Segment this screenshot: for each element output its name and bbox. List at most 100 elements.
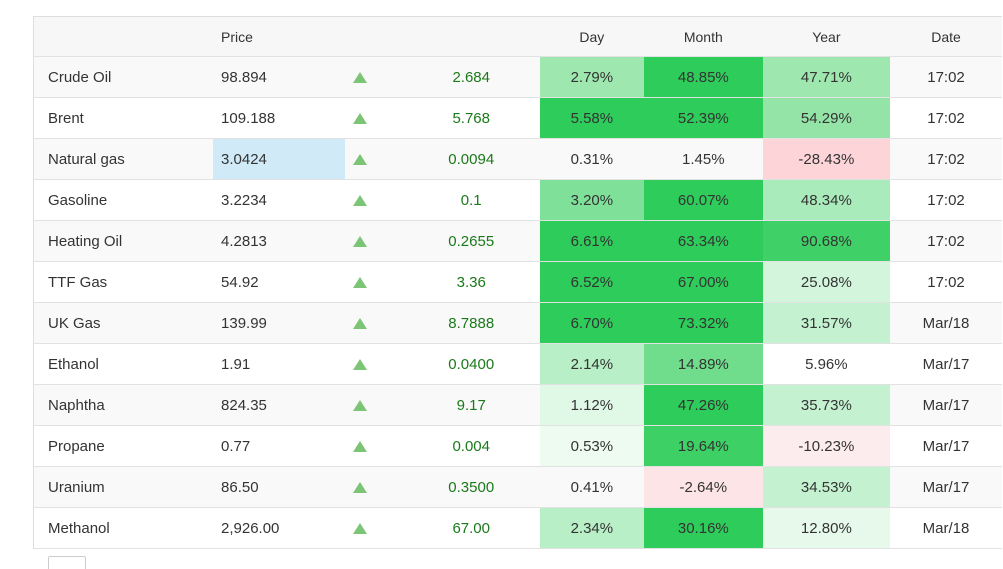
- change-cell: 67.00: [452, 519, 490, 537]
- year-change-cell: 47.71%: [762, 57, 891, 97]
- arrow-up-icon: [352, 194, 367, 206]
- up-arrow-cell: [345, 385, 403, 425]
- year-change-cell: 31.57%: [762, 303, 891, 343]
- table-header-row: Price Day Month Year Date: [34, 17, 1002, 57]
- price-cell: 54.92: [221, 273, 259, 291]
- price-cell: 3.2234: [221, 191, 267, 209]
- month-change-cell: 60.07%: [643, 180, 763, 220]
- price-cell: 139.99: [221, 314, 267, 332]
- commodity-name[interactable]: Brent: [48, 109, 84, 127]
- day-change-cell: 5.58%: [539, 98, 644, 138]
- day-change-cell: 1.12%: [539, 385, 644, 425]
- arrow-up-icon: [352, 71, 367, 83]
- commodity-name[interactable]: Crude Oil: [48, 68, 112, 86]
- date-cell: 17:02: [927, 150, 965, 168]
- date-cell: Mar/17: [922, 355, 970, 373]
- day-change-cell: 0.41%: [570, 478, 614, 496]
- year-change-cell: 25.08%: [762, 262, 891, 302]
- day-change-cell: 2.14%: [539, 344, 644, 384]
- table-row[interactable]: Uranium 86.50 0.3500 0.41% -2.64% 34.53% Mar/1…: [34, 467, 1002, 508]
- month-change-cell: 14.89%: [643, 344, 763, 384]
- arrow-up-icon: [352, 522, 367, 534]
- year-change-cell: 5.96%: [805, 355, 848, 373]
- table-row[interactable]: Gasoline 3.2234 0.1 3.20% 60.07% 48.34% 17:02: [34, 180, 1002, 221]
- commodity-name[interactable]: TTF Gas: [48, 273, 108, 291]
- price-cell: 3.0424: [213, 139, 345, 179]
- pagination-button[interactable]: [48, 556, 86, 569]
- table-row[interactable]: UK Gas 139.99 8.7888 6.70% 73.32% 31.57% Mar/1…: [34, 303, 1002, 344]
- table-row[interactable]: Propane 0.77 0.004 0.53% 19.64% -10.23% Mar/17: [34, 426, 1002, 467]
- up-arrow-cell: [345, 57, 403, 97]
- date-cell: 17:02: [927, 68, 965, 86]
- price-cell: 4.2813: [221, 232, 267, 250]
- table-row[interactable]: Naphtha 824.35 9.17 1.12% 47.26% 35.73% Mar/17: [34, 385, 1002, 426]
- table-row[interactable]: Crude Oil 98.894 2.684 2.79% 48.85% 47.71% 17:…: [34, 57, 1002, 98]
- date-cell: Mar/17: [922, 478, 970, 496]
- month-change-cell: 52.39%: [643, 98, 763, 138]
- month-change-cell: 67.00%: [643, 262, 763, 302]
- price-cell: 824.35: [221, 396, 267, 414]
- commodity-name[interactable]: Propane: [48, 437, 105, 455]
- table-row[interactable]: Methanol 2,926.00 67.00 2.34% 30.16% 12.80% Ma…: [34, 508, 1002, 549]
- month-change-cell: 30.16%: [643, 508, 763, 548]
- change-cell: 3.36: [456, 273, 486, 291]
- month-change-cell: 73.32%: [643, 303, 763, 343]
- header-day[interactable]: Day: [579, 28, 605, 45]
- commodity-name[interactable]: Uranium: [48, 478, 105, 496]
- header-name: [34, 17, 213, 56]
- date-cell: 17:02: [927, 273, 965, 291]
- change-cell: 0.2655: [448, 232, 495, 250]
- day-change-cell: 2.34%: [539, 508, 644, 548]
- change-cell: 0.0400: [448, 355, 495, 373]
- commodity-name[interactable]: Gasoline: [48, 191, 108, 209]
- up-arrow-cell: [345, 139, 403, 179]
- up-arrow-cell: [345, 344, 403, 384]
- month-change-cell: 1.45%: [682, 150, 725, 168]
- price-cell: 109.188: [221, 109, 276, 127]
- header-year[interactable]: Year: [812, 28, 841, 45]
- month-change-cell: -2.64%: [643, 467, 763, 507]
- commodity-name[interactable]: UK Gas: [48, 314, 101, 332]
- price-cell: 0.77: [221, 437, 251, 455]
- table-row[interactable]: Brent 109.188 5.768 5.58% 52.39% 54.29% 17:02: [34, 98, 1002, 139]
- month-change-cell: 63.34%: [643, 221, 763, 261]
- day-change-cell: 6.70%: [539, 303, 644, 343]
- table-row[interactable]: Natural gas 3.0424 0.0094 0.31% 1.45% -28.43%…: [34, 139, 1002, 180]
- commodity-name[interactable]: Methanol: [48, 519, 110, 537]
- price-cell: 98.894: [221, 68, 267, 86]
- change-cell: 9.17: [456, 396, 486, 414]
- header-date[interactable]: Date: [931, 28, 961, 45]
- change-cell: 2.684: [452, 68, 490, 86]
- date-cell: Mar/17: [922, 396, 970, 414]
- up-arrow-cell: [345, 467, 403, 507]
- change-cell: 0.1: [460, 191, 482, 209]
- day-change-cell: 2.79%: [539, 57, 644, 97]
- table-row[interactable]: TTF Gas 54.92 3.36 6.52% 67.00% 25.08% 17:02: [34, 262, 1002, 303]
- header-change: [403, 17, 540, 56]
- header-month[interactable]: Month: [683, 28, 723, 45]
- year-change-cell: 54.29%: [762, 98, 891, 138]
- table-row[interactable]: Heating Oil 4.2813 0.2655 6.61% 63.34% 90.68%…: [34, 221, 1002, 262]
- change-cell: 5.768: [452, 109, 490, 127]
- price-cell: 2,926.00: [221, 519, 280, 537]
- month-change-cell: 48.85%: [643, 57, 763, 97]
- header-arrow: [345, 17, 403, 56]
- commodity-name[interactable]: Ethanol: [48, 355, 99, 373]
- commodity-name[interactable]: Naphtha: [48, 396, 105, 414]
- change-cell: 0.004: [452, 437, 490, 455]
- commodity-name[interactable]: Heating Oil: [48, 232, 123, 250]
- arrow-up-icon: [352, 276, 367, 288]
- commodity-name[interactable]: Natural gas: [48, 150, 125, 168]
- arrow-up-icon: [352, 153, 367, 165]
- up-arrow-cell: [345, 262, 403, 302]
- date-cell: Mar/17: [922, 437, 970, 455]
- table-row[interactable]: Ethanol 1.91 0.0400 2.14% 14.89% 5.96% Mar/17: [34, 344, 1002, 385]
- up-arrow-cell: [345, 221, 403, 261]
- arrow-up-icon: [352, 235, 367, 247]
- price-cell: 1.91: [221, 355, 251, 373]
- date-cell: 17:02: [927, 191, 965, 209]
- commodities-table: Price Day Month Year Date Crude Oil 98.89…: [33, 16, 1002, 549]
- header-price[interactable]: Price: [221, 28, 253, 45]
- day-change-cell: 0.31%: [570, 150, 614, 168]
- date-cell: 17:02: [927, 109, 965, 127]
